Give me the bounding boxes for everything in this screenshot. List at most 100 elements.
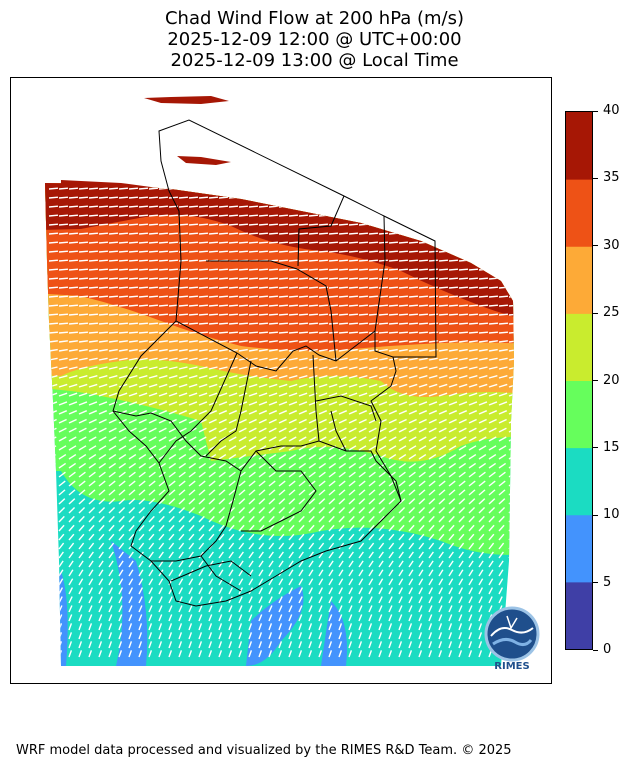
wind-vector [68, 480, 76, 487]
wind-vector [248, 623, 253, 631]
wind-vector [348, 427, 357, 433]
wind-vector [68, 605, 73, 613]
colorbar-tick-mark [593, 514, 598, 516]
wind-vector [188, 304, 199, 307]
wind-vector [368, 232, 379, 235]
wind-vector [208, 196, 219, 199]
wind-vector [98, 383, 108, 388]
wind-vector [118, 560, 124, 568]
wind-vector [58, 196, 69, 199]
wind-vector [268, 623, 273, 631]
wind-vector [498, 196, 509, 199]
wind-vector [358, 515, 365, 523]
wind-vector [138, 277, 149, 280]
wind-vector [478, 268, 489, 271]
wind-vector [448, 410, 458, 415]
wind-vector [58, 322, 69, 325]
wind-vector [468, 392, 478, 397]
wind-vector [198, 268, 209, 271]
wind-vector [78, 366, 88, 370]
wind-vector [468, 641, 473, 649]
wind-vector [108, 241, 119, 244]
wind-vector [268, 295, 279, 298]
north-strip-2 [177, 156, 231, 165]
wind-vector [328, 392, 338, 397]
wind-vector [288, 223, 299, 226]
wind-vector [308, 614, 313, 622]
wind-vector [108, 515, 115, 523]
wind-vector [508, 578, 514, 586]
wind-vector [338, 489, 346, 496]
wind-vector [508, 214, 514, 217]
wind-vector [438, 331, 449, 334]
wind-vector [498, 560, 504, 568]
wind-vector [108, 489, 116, 496]
wind-vector [48, 498, 56, 505]
wind-vector [328, 223, 339, 226]
wind-vector [178, 196, 189, 199]
wind-vector [158, 375, 168, 379]
wind-vector [408, 445, 417, 451]
wind-vector [408, 480, 416, 487]
wind-vector [138, 489, 146, 496]
wind-vector [158, 418, 167, 424]
wind-vector [388, 205, 399, 208]
wind-vector [108, 392, 118, 397]
wind-vector [168, 277, 179, 280]
wind-vector [108, 205, 119, 208]
wind-vector [268, 596, 273, 604]
wind-vector [358, 462, 367, 469]
wind-vector [368, 241, 379, 244]
wind-vector [258, 436, 267, 442]
wind-vector [428, 418, 437, 424]
wind-vector [138, 524, 145, 532]
wind-vector [218, 427, 227, 433]
wind-vector [398, 196, 409, 199]
wind-vector [178, 587, 184, 595]
colorbar-level [566, 313, 592, 381]
wind-vector [88, 560, 94, 568]
wind-vector [478, 259, 489, 262]
wind-vector [68, 232, 79, 235]
wind-vector [458, 445, 467, 451]
wind-vector [338, 498, 346, 505]
wind-vector [268, 277, 279, 280]
wind-vector [148, 259, 159, 262]
wind-vector [488, 542, 495, 550]
wind-vector [398, 259, 409, 262]
wind-vector [98, 578, 104, 586]
wind-vector [128, 304, 139, 307]
wind-vector [478, 241, 489, 244]
wind-vector [398, 480, 406, 487]
title-line-1: Chad Wind Flow at 200 hPa (m/s) [164, 8, 465, 29]
wind-vector [198, 259, 209, 262]
wind-vector [138, 454, 147, 460]
wind-vector [208, 322, 219, 325]
wind-vector [188, 250, 199, 253]
wind-vector [328, 214, 339, 217]
wind-vector [48, 250, 59, 253]
wind-vector [488, 277, 499, 280]
wind-vector [388, 313, 399, 316]
wind-vector [58, 410, 68, 415]
wind-vector [508, 560, 514, 568]
wind-vector [228, 268, 239, 271]
wind-vector [178, 454, 187, 460]
wind-vector [178, 259, 189, 262]
wind-vector [478, 322, 489, 325]
wind-vector [338, 623, 343, 631]
colorbar-tick-label: 35 [603, 170, 620, 186]
wind-vector [478, 357, 488, 361]
wind-vector [268, 454, 277, 460]
wind-vector [238, 542, 245, 550]
wind-vector [158, 295, 169, 298]
wind-vector [248, 498, 256, 505]
wind-vector [468, 445, 477, 451]
wind-vector [258, 524, 265, 532]
wind-vector [448, 569, 454, 577]
wind-vector [318, 454, 327, 460]
wind-vector [218, 214, 229, 217]
wind-vector [478, 187, 489, 190]
wind-vector [348, 462, 357, 469]
wind-vector [188, 614, 193, 622]
